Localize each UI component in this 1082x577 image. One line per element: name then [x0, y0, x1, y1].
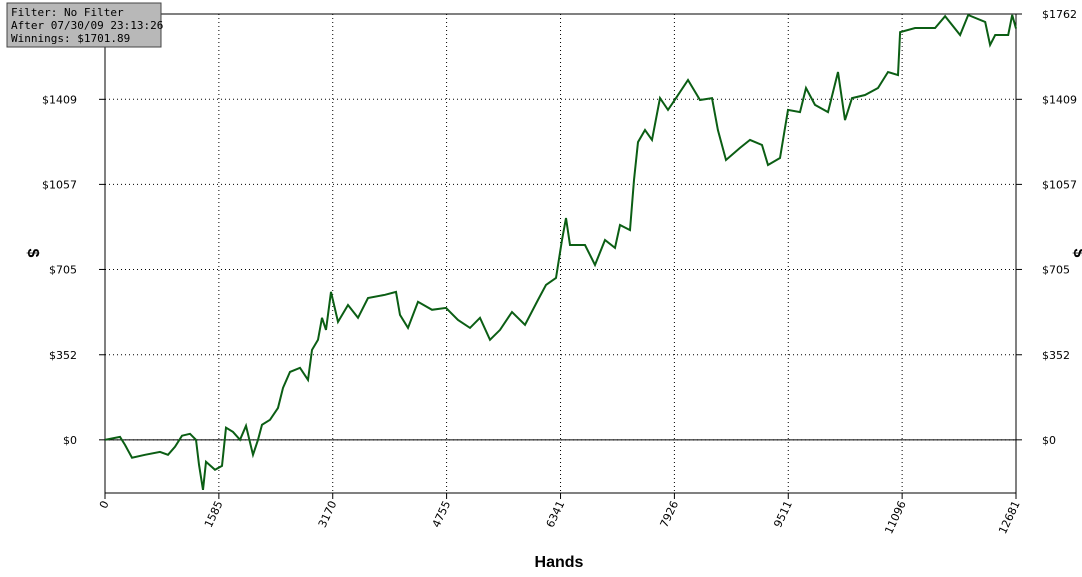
y2-tick-label: $705	[1042, 263, 1070, 276]
x-tick-label: 3170	[316, 499, 340, 530]
x-axis-title: Hands	[535, 554, 584, 571]
info-line: After 07/30/09 23:13:26	[11, 19, 163, 32]
x-tick-label: 11096	[882, 499, 909, 536]
y2-axis-title: $	[1070, 249, 1082, 258]
x-tick-label: 4755	[430, 499, 454, 530]
x-tick-label: 7926	[658, 499, 682, 530]
y-tick-label: $705	[49, 263, 77, 276]
y2-tick-label: $0	[1042, 434, 1056, 447]
x-tick-label: 9511	[771, 499, 795, 530]
y2-tick-label: $1409	[1042, 93, 1077, 106]
x-tick-label: 0	[97, 499, 112, 511]
y-tick-label: $0	[63, 434, 77, 447]
winnings-line	[104, 13, 1017, 491]
y-tick-label: $1409	[42, 93, 77, 106]
y-tick-label: $1057	[42, 178, 77, 191]
y2-tick-label: $1057	[1042, 178, 1077, 191]
info-box-bg	[6, 2, 162, 48]
y2-tick-label: $1762	[1042, 8, 1077, 21]
info-line: Winnings: $1701.89	[11, 32, 130, 45]
x-tick-label: 6341	[544, 499, 568, 530]
info-line: Filter: No Filter	[11, 6, 124, 19]
y2-tick-label: $352	[1042, 349, 1070, 362]
y-tick-label: $352	[49, 349, 77, 362]
y-axis-title: $	[24, 249, 41, 258]
x-tick-label: 12681	[996, 499, 1023, 536]
x-tick-label: 1585	[202, 499, 226, 530]
